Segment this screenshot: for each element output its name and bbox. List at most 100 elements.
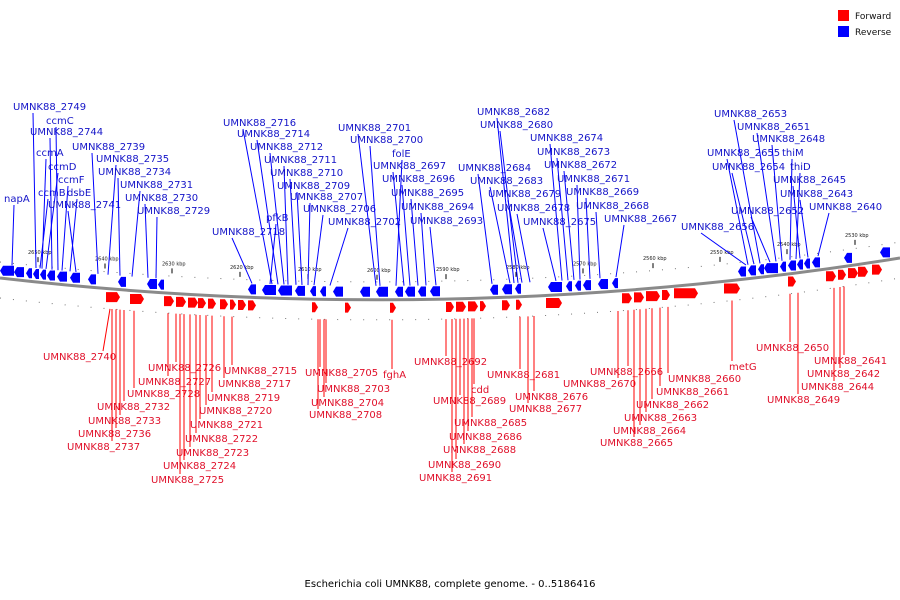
forward-gene-label[interactable]: UMNK88_2688 [443, 445, 516, 456]
reverse-gene-arrow[interactable] [262, 285, 276, 296]
forward-gene-arrow[interactable] [480, 301, 486, 312]
reverse-gene-feature[interactable]: UMNK88_2684 [458, 163, 531, 284]
reverse-gene-label[interactable]: thiM [782, 148, 804, 159]
reverse-gene-arrow[interactable] [248, 284, 256, 295]
reverse-gene-arrow[interactable] [147, 279, 157, 290]
reverse-gene-feature[interactable]: UMNK88_2680 [480, 120, 553, 283]
reverse-gene-feature[interactable]: UMNK88_2710 [270, 168, 343, 285]
forward-gene-feature[interactable]: UMNK88_2703 [317, 319, 390, 395]
reverse-gene-label[interactable]: UMNK88_2697 [373, 161, 446, 172]
reverse-gene-label[interactable]: UMNK88_2654 [712, 162, 785, 173]
reverse-gene-label[interactable]: UMNK88_2652 [731, 206, 804, 217]
reverse-gene-label[interactable]: UMNK88_2739 [72, 142, 145, 153]
forward-gene-arrow[interactable] [446, 302, 454, 312]
reverse-gene-arrow[interactable] [612, 278, 618, 289]
forward-gene-arrow[interactable] [674, 288, 698, 299]
reverse-gene-arrow[interactable] [880, 247, 890, 258]
reverse-gene-feature[interactable]: UMNK88_2701 [338, 123, 411, 286]
forward-gene-feature[interactable]: UMNK88_2737 [67, 309, 140, 453]
reverse-gene-arrow[interactable] [57, 271, 67, 282]
reverse-gene-feature[interactable]: UMNK88_2654 [712, 162, 785, 265]
reverse-gene-label[interactable]: UMNK88_2714 [237, 129, 310, 140]
forward-gene-arrow[interactable] [230, 299, 236, 310]
forward-gene-label[interactable]: fghA [383, 370, 406, 381]
forward-gene-arrow[interactable] [872, 264, 882, 275]
forward-gene-arrow[interactable] [176, 296, 186, 307]
reverse-gene-arrow[interactable] [395, 286, 403, 297]
forward-gene-arrow[interactable] [724, 283, 740, 294]
forward-gene-arrow[interactable] [130, 293, 144, 304]
forward-gene-feature[interactable]: UMNK88_2664 [613, 309, 686, 437]
reverse-gene-arrow[interactable] [575, 280, 581, 291]
reverse-gene-feature[interactable]: UMNK88_2695 [391, 188, 464, 286]
reverse-gene-label[interactable]: UMNK88_2640 [809, 202, 882, 213]
forward-gene-feature[interactable]: UMNK88_2661 [656, 307, 729, 398]
reverse-gene-feature[interactable]: UMNK88_2668 [576, 201, 649, 279]
forward-gene-label[interactable]: UMNK88_2740 [43, 352, 116, 363]
reverse-gene-label[interactable]: UMNK88_2701 [338, 123, 411, 134]
reverse-gene-label[interactable]: UMNK88_2694 [401, 202, 474, 213]
reverse-gene-arrow[interactable] [748, 265, 756, 276]
forward-gene-feature[interactable]: UMNK88_2720 [199, 315, 272, 417]
forward-gene-label[interactable]: UMNK88_2660 [668, 374, 741, 385]
reverse-gene-feature[interactable]: UMNK88_2707 [290, 192, 363, 286]
forward-gene-feature[interactable]: UMNK88_2740 [43, 308, 116, 363]
reverse-gene-arrow[interactable] [780, 261, 786, 272]
forward-gene-feature[interactable]: UMNK88_2692 [414, 319, 487, 368]
reverse-gene-feature[interactable]: ccmC [46, 116, 74, 271]
forward-gene-label[interactable]: UMNK88_2736 [78, 429, 151, 440]
reverse-gene-feature[interactable]: UMNK88_2730 [125, 193, 198, 278]
forward-gene-feature[interactable]: UMNK88_2727 [138, 313, 211, 388]
reverse-gene-label[interactable]: UMNK88_2679 [488, 189, 561, 200]
forward-gene-label[interactable]: UMNK88_2703 [317, 384, 390, 395]
forward-gene-feature[interactable]: UMNK88_2663 [624, 308, 697, 424]
reverse-gene-feature[interactable]: UMNK88_2643 [780, 189, 853, 258]
reverse-gene-feature[interactable]: UMNK88_2706 [303, 204, 376, 286]
reverse-gene-label[interactable]: ccmB [38, 188, 66, 199]
forward-gene-feature[interactable]: UMNK88_2728 [127, 310, 200, 400]
forward-gene-label[interactable]: UMNK88_2717 [218, 379, 291, 390]
reverse-gene-feature[interactable]: thiD [790, 162, 811, 260]
forward-gene-feature[interactable]: fghA [383, 319, 406, 381]
forward-gene-label[interactable]: UMNK88_2732 [97, 402, 170, 413]
reverse-gene-arrow[interactable] [583, 280, 591, 291]
forward-gene-feature[interactable]: UMNK88_2660 [667, 306, 741, 385]
reverse-gene-feature[interactable]: dsbE [67, 188, 91, 272]
reverse-gene-feature[interactable]: UMNK88_2648 [752, 134, 825, 261]
forward-gene-label[interactable]: UMNK88_2724 [163, 461, 236, 472]
reverse-gene-label[interactable]: UMNK88_2668 [576, 201, 649, 212]
forward-gene-label[interactable]: UMNK88_2708 [309, 410, 382, 421]
reverse-gene-label[interactable]: UMNK88_2680 [480, 120, 553, 131]
reverse-gene-label[interactable]: UMNK88_2653 [714, 109, 787, 120]
reverse-gene-arrow[interactable] [418, 286, 426, 297]
reverse-gene-label[interactable]: ccmF [58, 175, 85, 186]
reverse-gene-feature[interactable]: UMNK88_2734 [98, 167, 171, 276]
reverse-gene-label[interactable]: UMNK88_2711 [264, 155, 337, 166]
reverse-gene-label[interactable]: UMNK88_2706 [303, 204, 376, 215]
reverse-gene-label[interactable]: UMNK88_2643 [780, 189, 853, 200]
reverse-gene-arrow[interactable] [26, 268, 32, 279]
reverse-gene-feature[interactable]: thiM [782, 148, 804, 260]
reverse-gene-label[interactable]: UMNK88_2710 [270, 168, 343, 179]
forward-gene-label[interactable]: UMNK88_2725 [151, 475, 224, 486]
forward-gene-label[interactable]: UMNK88_2737 [67, 442, 140, 453]
reverse-gene-label[interactable]: folE [392, 149, 411, 160]
forward-gene-feature[interactable]: UMNK88_2688 [443, 318, 516, 456]
forward-gene-feature[interactable]: UMNK88_2726 [148, 313, 221, 374]
reverse-gene-feature[interactable]: UMNK88_2671 [557, 174, 630, 280]
reverse-gene-label[interactable]: UMNK88_2731 [120, 180, 193, 191]
reverse-gene-label[interactable]: ccmD [48, 162, 77, 173]
forward-gene-label[interactable]: UMNK88_2650 [756, 343, 829, 354]
forward-gene-arrow[interactable] [502, 300, 510, 311]
forward-gene-arrow[interactable] [312, 302, 318, 313]
reverse-gene-feature[interactable]: UMNK88_2711 [264, 155, 337, 285]
reverse-gene-feature[interactable]: UMNK88_2697 [373, 161, 446, 286]
reverse-gene-arrow[interactable] [0, 265, 14, 276]
reverse-gene-feature[interactable]: UMNK88_2716 [223, 118, 296, 285]
reverse-gene-feature[interactable]: UMNK88_2652 [731, 206, 804, 263]
reverse-gene-label[interactable]: UMNK88_2645 [773, 175, 846, 186]
forward-gene-feature[interactable]: UMNK88_2708 [309, 319, 382, 421]
forward-gene-feature[interactable]: UMNK88_2650 [756, 293, 829, 354]
reverse-gene-label[interactable]: UMNK88_2696 [382, 174, 455, 185]
reverse-gene-arrow[interactable] [758, 264, 764, 275]
